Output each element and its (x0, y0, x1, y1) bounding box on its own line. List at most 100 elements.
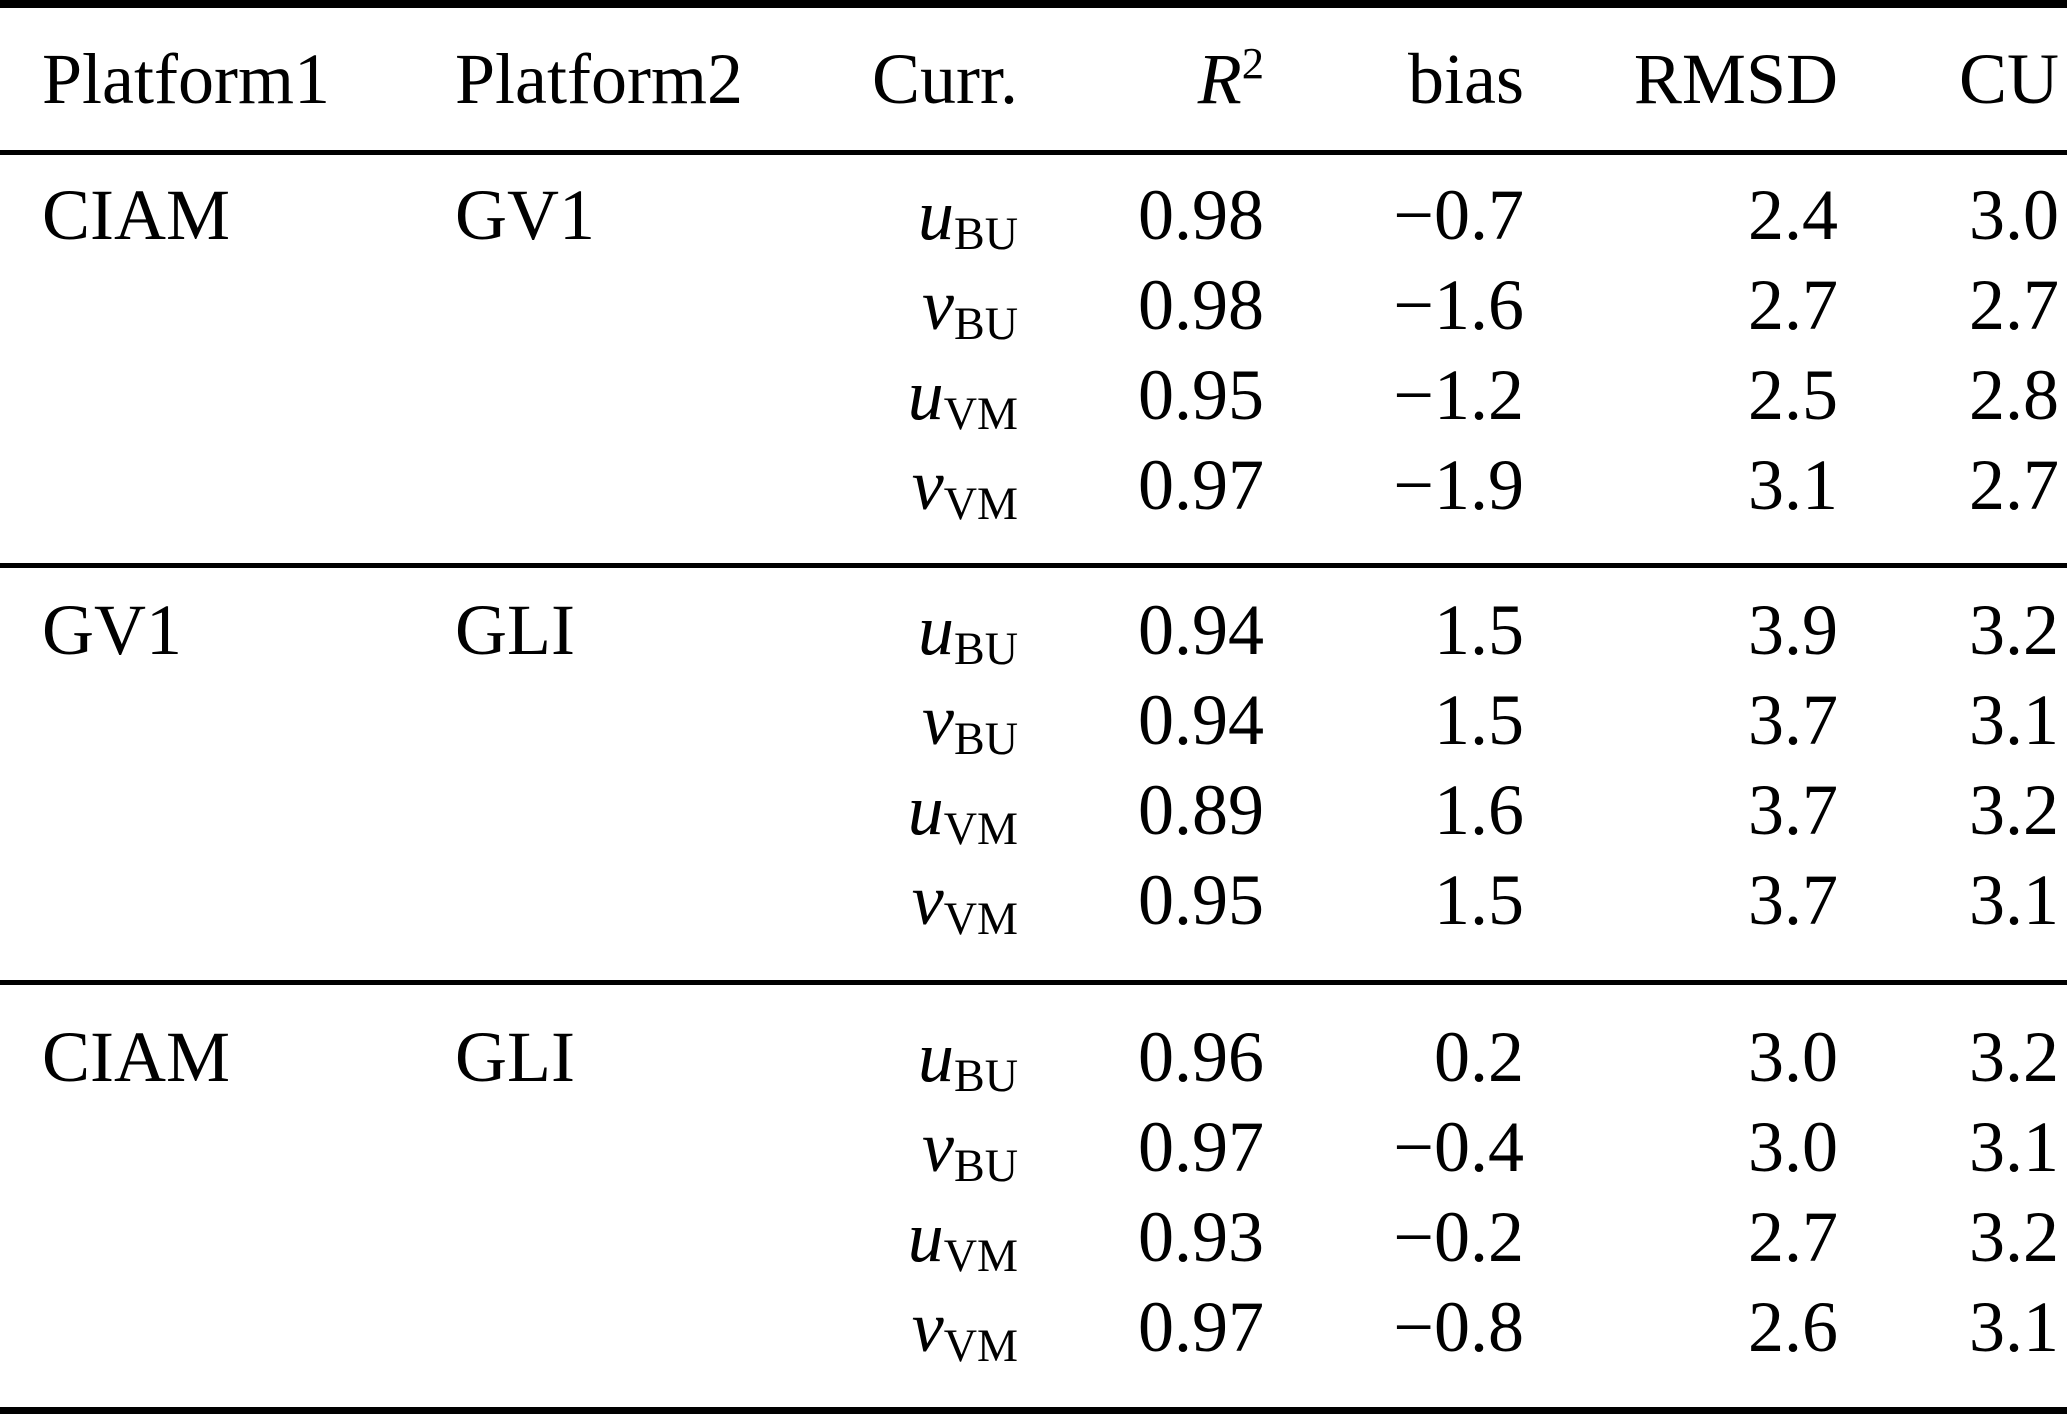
current-variable: u (917, 1017, 954, 1097)
platform2-cell (455, 350, 860, 440)
current-variable: u (907, 1197, 944, 1277)
current-component-cell: vVM (860, 1282, 1026, 1372)
current-subscript: BU (953, 1140, 1018, 1192)
platform2-cell: GLI (455, 1017, 575, 1097)
platform2-cell (455, 1282, 860, 1372)
r-squared-exponent: 2 (1241, 38, 1264, 89)
platform2-cell (455, 440, 860, 530)
current-subscript: VM (943, 893, 1018, 945)
current-variable: v (922, 680, 954, 760)
r-squared-value-cell: 0.89 (1138, 770, 1264, 850)
rmsd-value-cell: 2.7 (1748, 1197, 1838, 1277)
bias-value-cell: 1.5 (1434, 680, 1524, 760)
platform1-cell: CIAM (42, 175, 231, 255)
bias-value-cell: −1.9 (1393, 445, 1524, 525)
bias-value-cell: 0.2 (1434, 1017, 1524, 1097)
table-group: CIAM GLI uBU 0.96 0.2 3.0 3.2 vBU 0.97 −… (0, 985, 2067, 1407)
table-row: uVM 0.95 −1.2 2.5 2.8 (0, 350, 2067, 440)
r-squared-value-cell: 0.97 (1138, 1287, 1264, 1367)
table-row: vBU 0.97 −0.4 3.0 3.1 (0, 1102, 2067, 1192)
current-component-cell: uVM (860, 1192, 1026, 1282)
header-platform2: Platform2 (455, 39, 743, 119)
current-subscript: VM (943, 803, 1018, 855)
table-row: vVM 0.97 −0.8 2.6 3.1 (0, 1282, 2067, 1372)
platform1-cell: CIAM (42, 1017, 231, 1097)
table-row: vBU 0.98 −1.6 2.7 2.7 (0, 260, 2067, 350)
current-component-cell: vBU (860, 675, 1026, 765)
cu-value-cell: 2.7 (1969, 265, 2059, 345)
platform1-cell (0, 1282, 455, 1372)
rmsd-value-cell: 3.7 (1748, 680, 1838, 760)
cu-value-cell: 2.7 (1969, 445, 2059, 525)
bias-value-cell: −0.8 (1393, 1287, 1524, 1367)
platform2-cell (455, 855, 860, 945)
platform1-cell (0, 1192, 455, 1282)
current-subscript: BU (953, 298, 1018, 350)
bias-value-cell: −1.6 (1393, 265, 1524, 345)
r-squared-value-cell: 0.93 (1138, 1197, 1264, 1277)
current-component-cell: vBU (860, 1102, 1026, 1192)
platform1-cell (0, 260, 455, 350)
table-row: uVM 0.89 1.6 3.7 3.2 (0, 765, 2067, 855)
r-squared-value-cell: 0.97 (1138, 445, 1264, 525)
r-squared-value-cell: 0.94 (1138, 680, 1264, 760)
table-row: CIAM GV1 uBU 0.98 −0.7 2.4 3.0 (0, 170, 2067, 260)
table-row: CIAM GLI uBU 0.96 0.2 3.0 3.2 (0, 1012, 2067, 1102)
group-separator-rule (0, 980, 2067, 985)
current-subscript: BU (953, 713, 1018, 765)
cu-value-cell: 3.1 (1969, 680, 2059, 760)
platform1-cell (0, 1102, 455, 1192)
platform1-cell (0, 350, 455, 440)
bias-value-cell: 1.5 (1434, 590, 1524, 670)
current-subscript: BU (953, 208, 1018, 260)
current-variable: v (922, 265, 954, 345)
current-component-cell: uBU (860, 170, 1026, 260)
table-group: GV1 GLI uBU 0.94 1.5 3.9 3.2 vBU 0.94 1.… (0, 568, 2067, 980)
current-variable: u (917, 590, 954, 670)
r-squared-value-cell: 0.96 (1138, 1017, 1264, 1097)
r-squared-value-cell: 0.98 (1138, 265, 1264, 345)
current-subscript: BU (953, 623, 1018, 675)
header-r-squared: R2 (1026, 8, 1272, 150)
platform2-cell (455, 260, 860, 350)
cu-value-cell: 3.1 (1969, 1287, 2059, 1367)
current-subscript: VM (943, 478, 1018, 530)
current-variable: v (911, 445, 944, 525)
platform1-cell (0, 855, 455, 945)
current-variable: v (911, 860, 944, 940)
current-component-cell: vVM (860, 855, 1026, 945)
bias-value-cell: −0.2 (1393, 1197, 1524, 1277)
cu-value-cell: 3.2 (1969, 770, 2059, 850)
current-component-cell: vVM (860, 440, 1026, 530)
current-subscript: VM (943, 1230, 1018, 1282)
header-bias: bias (1408, 39, 1524, 119)
current-subscript: VM (943, 388, 1018, 440)
r-squared-value-cell: 0.97 (1138, 1107, 1264, 1187)
table-row: vVM 0.97 −1.9 3.1 2.7 (0, 440, 2067, 530)
r-squared-value-cell: 0.95 (1138, 355, 1264, 435)
table-group: CIAM GV1 uBU 0.98 −0.7 2.4 3.0 vBU 0.98 … (0, 155, 2067, 563)
current-component-cell: uVM (860, 350, 1026, 440)
current-variable: u (917, 175, 954, 255)
platform1-cell (0, 675, 455, 765)
rmsd-value-cell: 3.7 (1748, 770, 1838, 850)
rmsd-value-cell: 3.7 (1748, 860, 1838, 940)
table-row: vBU 0.94 1.5 3.7 3.1 (0, 675, 2067, 765)
table-row: GV1 GLI uBU 0.94 1.5 3.9 3.2 (0, 585, 2067, 675)
current-component-cell: uBU (860, 1012, 1026, 1102)
current-component-cell: uVM (860, 765, 1026, 855)
platform2-cell: GLI (455, 590, 575, 670)
current-subscript: BU (953, 1050, 1018, 1102)
cu-value-cell: 2.8 (1969, 355, 2059, 435)
cu-value-cell: 3.2 (1969, 590, 2059, 670)
header-curr: Curr. (871, 39, 1018, 119)
rmsd-value-cell: 3.0 (1748, 1107, 1838, 1187)
table-body: CIAM GV1 uBU 0.98 −0.7 2.4 3.0 vBU 0.98 … (0, 155, 2067, 1407)
platform2-cell: GV1 (455, 175, 595, 255)
current-component-cell: uBU (860, 585, 1026, 675)
bias-value-cell: 1.5 (1434, 860, 1524, 940)
cu-value-cell: 3.2 (1969, 1017, 2059, 1097)
platform2-cell (455, 675, 860, 765)
table-row: uVM 0.93 −0.2 2.7 3.2 (0, 1192, 2067, 1282)
cu-value-cell: 3.1 (1969, 860, 2059, 940)
